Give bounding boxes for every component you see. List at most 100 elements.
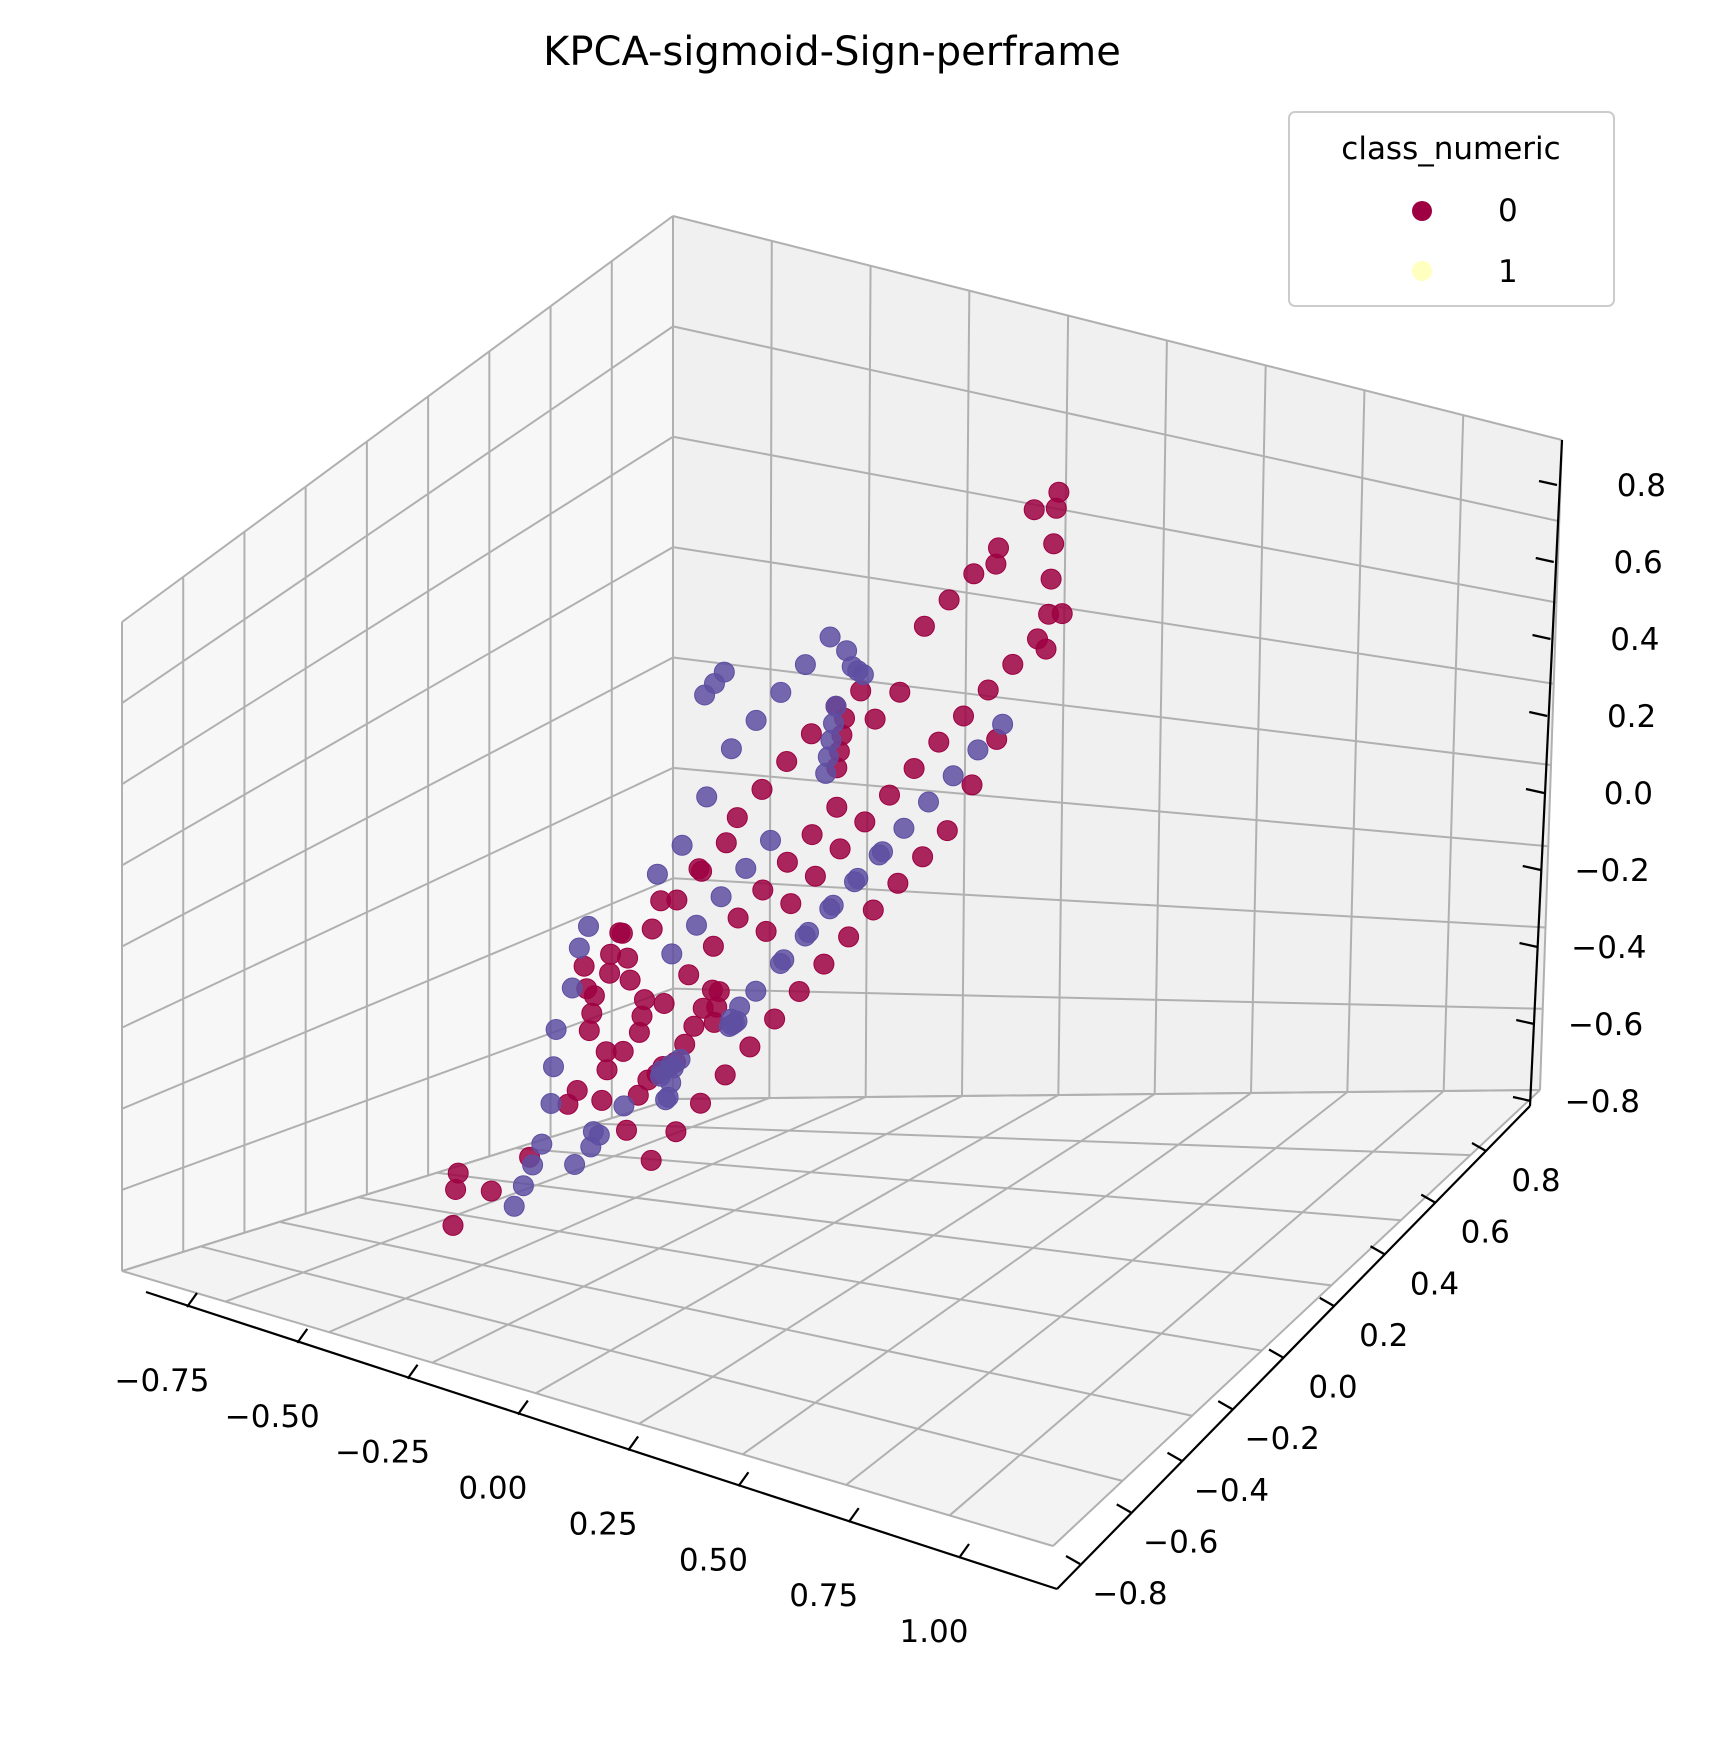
scatter-point-series-0 [862, 899, 884, 921]
y-tick-label: −0.6 [1143, 1524, 1218, 1560]
scatter-point-series-1 [540, 1093, 562, 1114]
scatter-point-series-1 [696, 786, 718, 808]
scatter-point-series-0 [963, 563, 985, 585]
scatter-point-series-0 [755, 920, 777, 942]
z-tick-label: 0.0 [1604, 776, 1653, 812]
z-tick-mark [1512, 1095, 1532, 1103]
z-tick-label: −0.6 [1568, 1007, 1643, 1043]
scatter-point-series-1 [847, 867, 869, 889]
z-tick-mark [1522, 864, 1541, 872]
grid-line-back-horizontal [672, 435, 1557, 604]
scatter-point-series-0 [889, 681, 911, 703]
scatter-point-series-0 [653, 993, 675, 1014]
scatter-point-series-1 [503, 1195, 525, 1217]
scatter-point-series-0 [641, 918, 663, 940]
scatter-point-series-0 [826, 796, 848, 818]
grid-line-back-horizontal [672, 325, 1560, 523]
scatter-point-series-0 [599, 962, 621, 984]
scatter-point-series-0 [864, 708, 886, 730]
scatter-point-series-0 [788, 981, 810, 1002]
scatter-point-series-1 [852, 664, 874, 686]
z-tick-label: −0.2 [1574, 853, 1649, 889]
scatter-point-series-1 [661, 943, 683, 965]
scatter-point-series-1 [822, 894, 844, 916]
z-tick-label: −0.8 [1565, 1084, 1640, 1120]
scatter-point-series-1 [582, 1121, 604, 1143]
x-tick-label: 0.50 [679, 1542, 748, 1578]
y-tick-mark [1319, 1296, 1335, 1307]
scatter-point-series-0 [928, 731, 950, 753]
scatter-point-series-0 [727, 907, 749, 929]
scatter-point-series-0 [611, 922, 633, 944]
scatter-point-series-0 [961, 774, 983, 796]
scatter-point-series-0 [578, 1020, 600, 1042]
scatter-point-series-1 [718, 1016, 740, 1037]
x-tick-mark [958, 1543, 970, 1559]
x-tick-label: −0.50 [225, 1399, 320, 1435]
tick-labels: −0.75 −0.50 −0.25 0.00 0.25 0.50 0.75 1.00 −0.8 −… [115, 468, 1667, 1650]
y-tick-mark [1166, 1451, 1183, 1462]
grid-line-back-horizontal [672, 877, 1546, 929]
scatter-point-series-1 [942, 765, 964, 787]
scatter-point-series-1 [794, 654, 816, 676]
x-tick-label: 0.25 [569, 1506, 638, 1542]
grid-line-back-horizontal [672, 546, 1554, 685]
scatter-point-series-1 [568, 937, 590, 959]
grid-line-floor-diagonal [200, 1245, 1123, 1482]
grid-line-left-horizontal [121, 766, 674, 1029]
legend-label-1: 1 [1498, 254, 1518, 290]
scatter-point-series-0 [581, 1002, 603, 1024]
scatter-point-series-0 [903, 758, 925, 779]
x-tick-label: −0.25 [335, 1435, 430, 1471]
scatter-point-series-1 [613, 1095, 635, 1117]
z-tick-label: −0.4 [1571, 930, 1646, 966]
scatter-point-series-0 [691, 860, 713, 882]
z-tick-mark [1529, 710, 1548, 718]
scatter-point-series-0 [776, 751, 798, 772]
y-tick-label: 0.8 [1511, 1163, 1560, 1199]
scatter-point-series-0 [801, 824, 823, 846]
scatter-point-series-0 [702, 935, 724, 957]
scatter-point-series-1 [825, 695, 847, 717]
grid-line-left-horizontal [121, 435, 674, 786]
z-tick-mark [1532, 633, 1551, 641]
legend-box [1288, 111, 1615, 307]
scatter-point-series-0 [854, 811, 876, 833]
scatter-point-series-0 [780, 893, 802, 915]
grid-line-floor-y [845, 1091, 1348, 1486]
scatter-point-series-0 [480, 1180, 502, 1202]
scatter-point-series-1 [770, 681, 792, 703]
scatter-point-series-0 [813, 953, 835, 975]
scatter-point-series-0 [1027, 628, 1048, 650]
y-tick-label: 0.2 [1359, 1318, 1408, 1354]
scatter-point-series-1 [694, 684, 716, 706]
grid-line-back-horizontal [672, 215, 1563, 441]
scatter-point-series-0 [1043, 533, 1065, 555]
z-tick-mark [1519, 941, 1538, 949]
scatter-point-series-1 [992, 713, 1014, 735]
tick-marks [186, 479, 1558, 1565]
scatter-point-series-1 [967, 739, 989, 761]
scatter-point-series-0 [1023, 499, 1045, 521]
scatter-point-series-0 [596, 1059, 618, 1081]
scatter-point-series-1 [545, 1019, 567, 1040]
scatter-point-series-0 [887, 872, 909, 894]
scatter-point-series-0 [617, 947, 639, 969]
scatter-point-series-0 [829, 838, 851, 860]
legend: class_numeric 0 1 [1288, 111, 1615, 307]
scatter-point-series-0 [936, 820, 958, 842]
y-tick-mark [1268, 1348, 1284, 1359]
scatter-point-series-0 [726, 807, 748, 829]
legend-label-0: 0 [1498, 193, 1518, 229]
scatter-point-series-1 [735, 857, 757, 879]
z-tick-label: 0.6 [1613, 545, 1662, 581]
grid-line-floor-y [328, 1096, 867, 1334]
legend-marker-1 [1412, 261, 1432, 281]
x-tick-mark [847, 1507, 860, 1523]
scatter-point-series-0 [640, 1149, 662, 1171]
scatter-point-series-1 [893, 817, 915, 839]
grid-line-left-horizontal [121, 877, 674, 1110]
grid-line-left-horizontal [121, 215, 674, 623]
scatter-point-series-1 [655, 1089, 677, 1111]
y-tick-label: −0.2 [1245, 1421, 1320, 1457]
